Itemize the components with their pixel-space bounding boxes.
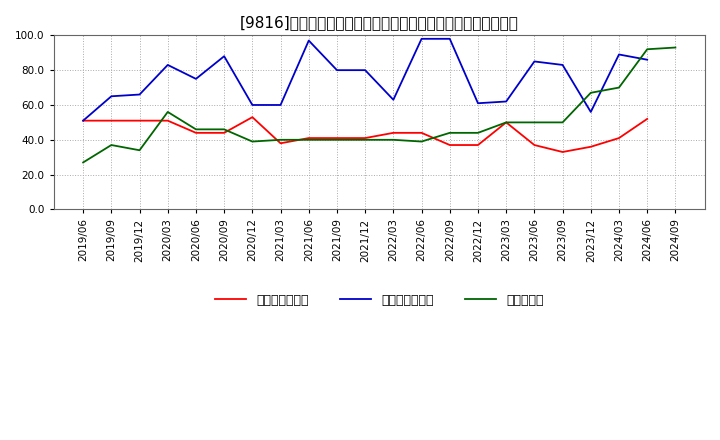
在庫回転率 [643,47,652,52]
買入債務回転率 [220,54,228,59]
Line: 在庫回転率: 在庫回転率 [83,48,675,162]
買入債務回転率 [418,36,426,41]
在庫回転率 [135,147,144,153]
買入債務回転率 [361,67,369,73]
在庫回転率 [163,109,172,114]
在庫回転率 [502,120,510,125]
売上債権回転率 [615,136,624,141]
買入債務回転率 [587,109,595,114]
売上債権回転率 [192,130,200,136]
買入債務回転率 [446,36,454,41]
売上債権回転率 [135,118,144,123]
在庫回転率 [248,139,256,144]
買入債務回転率 [558,62,567,68]
在庫回転率 [615,85,624,90]
買入債務回転率 [333,67,341,73]
売上債権回転率 [558,149,567,154]
在庫回転率 [474,130,482,136]
買入債務回転率 [78,118,87,123]
売上債権回転率 [502,120,510,125]
在庫回転率 [558,120,567,125]
買入債務回転率 [474,101,482,106]
買入債務回転率 [163,62,172,68]
在庫回転率 [78,160,87,165]
在庫回転率 [305,137,313,143]
在庫回転率 [220,127,228,132]
買入債務回転率 [107,94,116,99]
在庫回転率 [671,45,680,50]
売上債権回転率 [220,130,228,136]
売上債権回転率 [587,144,595,150]
Legend: 売上債権回転率, 買入債務回転率, 在庫回転率: 売上債権回転率, 買入債務回転率, 在庫回転率 [210,289,549,312]
売上債権回転率 [107,118,116,123]
買入債務回転率 [643,57,652,62]
買入債務回転率 [248,103,256,108]
在庫回転率 [587,90,595,95]
買入債務回転率 [135,92,144,97]
売上債権回転率 [418,130,426,136]
買入債務回転率 [276,103,285,108]
売上債権回転率 [163,118,172,123]
売上債権回転率 [643,116,652,121]
売上債権回転率 [276,141,285,146]
買入債務回転率 [615,52,624,57]
在庫回転率 [389,137,397,143]
Line: 売上債権回転率: 売上債権回転率 [83,117,647,152]
売上債権回転率 [78,118,87,123]
売上債権回転率 [446,143,454,148]
売上債権回転率 [305,136,313,141]
在庫回転率 [530,120,539,125]
買入債務回転率 [192,76,200,81]
買入債務回転率 [530,59,539,64]
在庫回転率 [333,137,341,143]
売上債権回転率 [248,114,256,120]
在庫回転率 [192,127,200,132]
在庫回転率 [446,130,454,136]
売上債権回転率 [361,136,369,141]
在庫回転率 [107,143,116,148]
在庫回転率 [276,137,285,143]
Line: 買入債務回転率: 買入債務回転率 [83,39,647,121]
在庫回転率 [418,139,426,144]
買入債務回転率 [389,97,397,103]
買入債務回転率 [502,99,510,104]
売上債権回転率 [333,136,341,141]
売上債権回転率 [474,143,482,148]
買入債務回転率 [305,38,313,43]
Title: [9816]　売上債権回転率、買入債務回転率、在庫回転率の推移: [9816] 売上債権回転率、買入債務回転率、在庫回転率の推移 [240,15,518,30]
売上債権回転率 [389,130,397,136]
在庫回転率 [361,137,369,143]
売上債権回転率 [530,143,539,148]
